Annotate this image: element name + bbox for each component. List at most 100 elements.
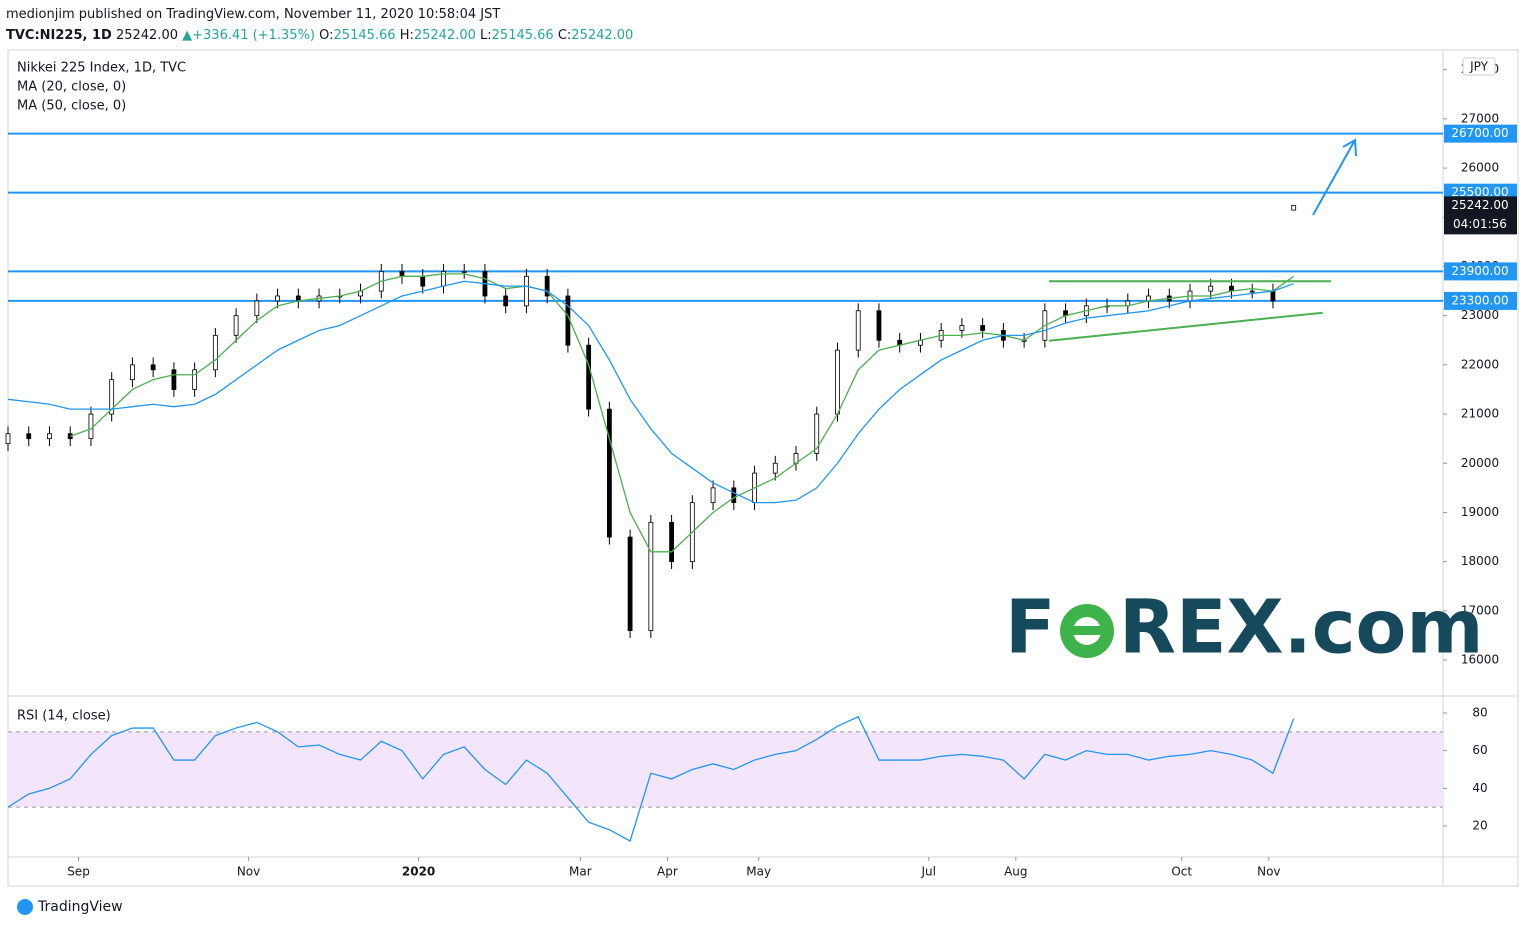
candle-body xyxy=(5,433,11,444)
candle-body xyxy=(814,413,820,454)
x-tick-label: Nov xyxy=(237,865,260,879)
x-tick-label: May xyxy=(746,865,771,879)
candle-body xyxy=(1270,290,1276,302)
last: 25242.00 xyxy=(115,28,178,43)
x-tick-label: Oct xyxy=(1171,865,1192,879)
h: 25242.00 xyxy=(413,28,476,43)
candle-body xyxy=(171,369,177,390)
level-label: 23300.00 xyxy=(1451,293,1508,307)
candle-body xyxy=(627,536,633,631)
watermark-left: F xyxy=(1005,585,1056,671)
symbol: TVC:NI225, 1D xyxy=(6,28,112,43)
c: 25242.00 xyxy=(571,28,634,43)
y-tick-label: 27000 xyxy=(1461,111,1499,125)
candle-body xyxy=(606,408,612,538)
rsi-title: RSI (14, close) xyxy=(17,709,111,724)
y-tick-label: 16000 xyxy=(1461,653,1499,667)
y-tick-label: 22000 xyxy=(1461,357,1499,371)
candle-body xyxy=(876,310,882,341)
quote: TVC:NI225, 1D 25242.00 ▲+336.41 (+1.35%)… xyxy=(6,25,633,46)
level-label: 26700.00 xyxy=(1451,126,1508,140)
publisher: medionjim published on TradingView.com, … xyxy=(6,7,501,22)
ma-line xyxy=(69,273,1295,553)
y-tick-label: 19000 xyxy=(1461,505,1499,519)
change: +336.41 (+1.35%) xyxy=(192,28,315,43)
watermark-right: REX.com xyxy=(1119,585,1484,671)
y-tick-label: 18000 xyxy=(1461,554,1499,568)
x-tick-label: 2020 xyxy=(402,865,435,879)
footer-brand: TradingView xyxy=(37,899,123,915)
x-tick-label: Aug xyxy=(1004,865,1027,879)
candle-body xyxy=(959,325,965,331)
y-tick-label: 17000 xyxy=(1461,603,1499,617)
candle-body xyxy=(130,364,135,381)
candle-body xyxy=(731,487,737,504)
candle-body xyxy=(1208,285,1214,292)
last-price-box xyxy=(1444,196,1517,235)
level-box xyxy=(1444,291,1517,310)
watermark-logo xyxy=(1072,626,1105,635)
o-label: O: xyxy=(319,28,334,43)
candle-body xyxy=(192,369,198,390)
footer-logo xyxy=(17,899,33,915)
y-tick-label: 23000 xyxy=(1461,308,1499,322)
legend-entry: MA (20, close, 0) xyxy=(17,80,126,95)
candle-body xyxy=(212,334,218,371)
level-box xyxy=(1444,124,1517,143)
y-tick-label: 20000 xyxy=(1461,456,1499,470)
x-tick-label: Sep xyxy=(67,865,90,879)
y-tick-label: 21000 xyxy=(1461,407,1499,421)
candle-body xyxy=(26,433,32,440)
candle-body xyxy=(855,310,861,351)
y-tick-label: 60 xyxy=(1472,743,1487,757)
c-label: C: xyxy=(557,28,572,43)
countdown: 04:01:56 xyxy=(1453,217,1507,231)
level-box xyxy=(1444,262,1517,281)
candle-body xyxy=(233,315,239,336)
level-label: 25500.00 xyxy=(1451,185,1508,199)
candle-body xyxy=(835,349,840,415)
legend-entry: MA (50, close, 0) xyxy=(17,99,126,114)
header: medionjim published on TradingView.com, … xyxy=(6,4,633,46)
o: 25145.66 xyxy=(333,28,396,43)
candle-body xyxy=(710,487,716,504)
currency: JPY xyxy=(1469,60,1489,74)
y-tick-label: 26000 xyxy=(1461,161,1499,175)
currency-box xyxy=(1462,57,1496,76)
candle-body xyxy=(544,275,550,297)
candle-body xyxy=(524,275,529,307)
candle-body xyxy=(47,433,52,440)
h-label: H: xyxy=(399,28,414,43)
y-tick-label: 40 xyxy=(1472,781,1487,795)
level-label: 23900.00 xyxy=(1451,264,1508,278)
y-tick-label: 20 xyxy=(1472,818,1487,832)
candle-body xyxy=(399,270,405,277)
arrow-drawing xyxy=(1312,138,1357,216)
legend-title: Nikkei 225 Index, 1D, TVC xyxy=(17,61,186,76)
candle-body xyxy=(461,270,467,273)
candle-body xyxy=(669,521,674,563)
x-tick-label: Mar xyxy=(569,865,592,879)
candle-body xyxy=(1249,290,1255,293)
candle-body xyxy=(772,462,778,474)
candle-body xyxy=(420,275,426,287)
candle-body xyxy=(88,413,94,440)
arrow: ▲ xyxy=(182,28,193,43)
last-price: 25242.00 xyxy=(1451,198,1508,212)
candle-body xyxy=(980,325,986,331)
rsi-line xyxy=(7,715,1295,842)
candle-body xyxy=(109,379,115,415)
y-tick-label: 80 xyxy=(1472,706,1487,720)
candle-body xyxy=(503,295,509,307)
footer: TradingView xyxy=(17,899,123,915)
candle-body xyxy=(150,364,156,371)
candle-body xyxy=(1291,204,1297,211)
x-tick-label: Jul xyxy=(920,865,935,879)
candle-body xyxy=(275,295,280,302)
watermark: F REX.com xyxy=(1005,585,1484,671)
l-label: L: xyxy=(480,28,492,43)
trendline xyxy=(1048,311,1323,342)
candle-body xyxy=(586,344,592,410)
